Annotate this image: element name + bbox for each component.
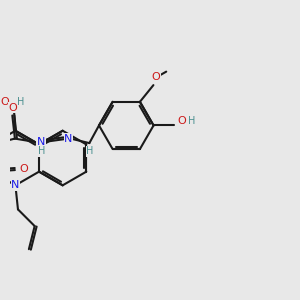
Text: H: H xyxy=(17,97,25,107)
Text: O: O xyxy=(152,72,160,82)
Text: H: H xyxy=(38,146,45,156)
Text: H: H xyxy=(86,146,93,156)
Text: O: O xyxy=(8,103,17,113)
Text: O: O xyxy=(20,164,28,174)
Text: O: O xyxy=(177,116,186,126)
Text: O: O xyxy=(0,97,9,107)
Text: N: N xyxy=(64,134,73,144)
Text: N: N xyxy=(37,137,45,147)
Text: H: H xyxy=(188,116,196,126)
Text: N: N xyxy=(11,180,20,190)
